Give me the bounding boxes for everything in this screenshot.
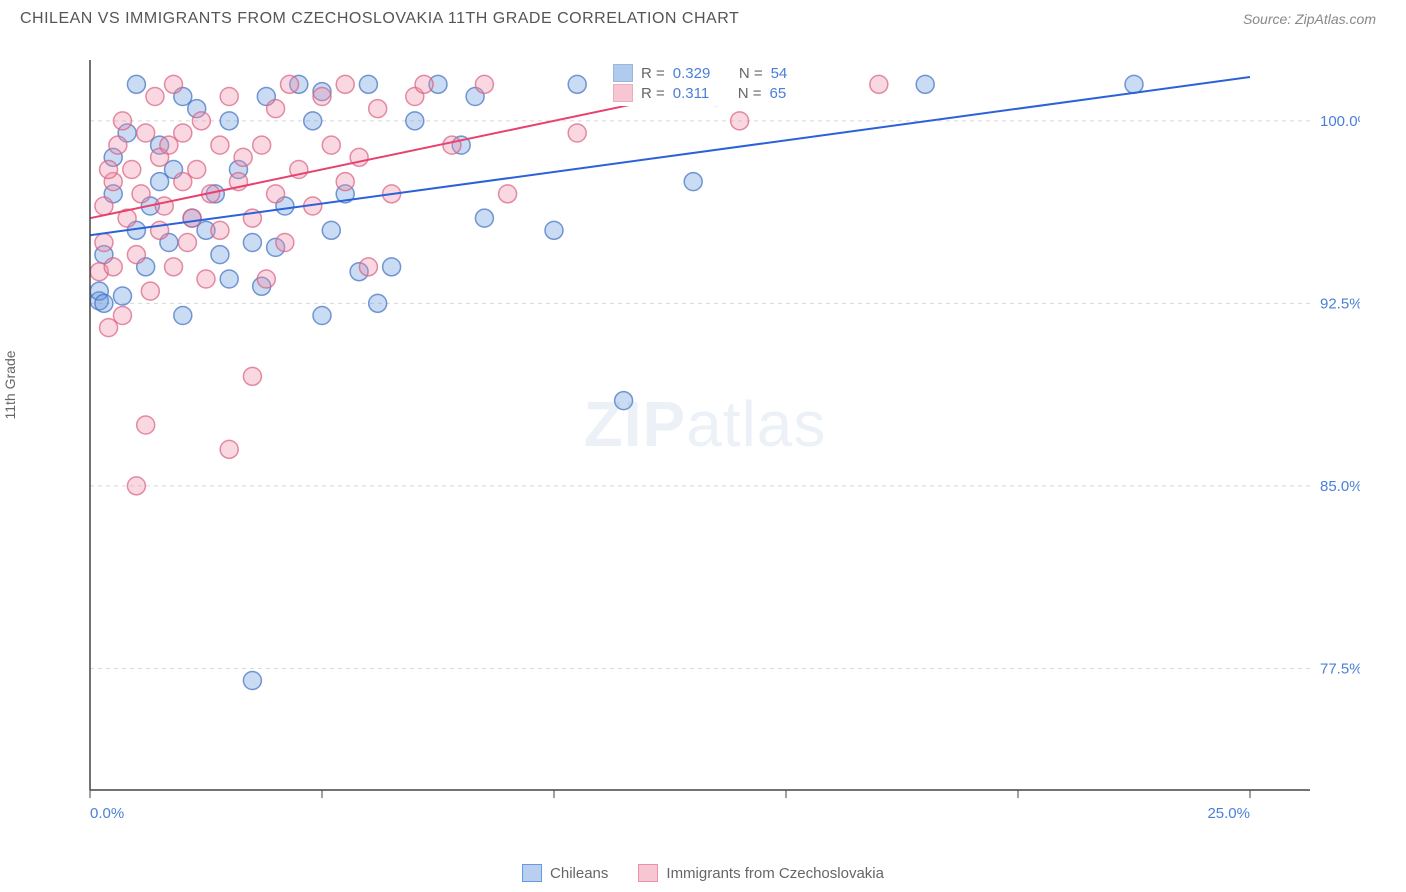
header: CHILEAN VS IMMIGRANTS FROM CZECHOSLOVAKI… [0, 0, 1406, 38]
svg-text:0.0%: 0.0% [90, 805, 124, 822]
correlation-row: R = 0.311 N = 65 [613, 84, 787, 102]
svg-text:77.5%: 77.5% [1320, 660, 1360, 677]
scatter-chart: 77.5% 85.0% 92.5% 100.0% 0.0% 25.0% [50, 50, 1360, 830]
svg-text:92.5%: 92.5% [1320, 295, 1360, 312]
legend-label: Immigrants from Czechoslovakia [666, 865, 884, 882]
series-swatch [613, 64, 633, 82]
chart-title: CHILEAN VS IMMIGRANTS FROM CZECHOSLOVAKI… [20, 10, 739, 28]
source-label: Source: ZipAtlas.com [1243, 11, 1376, 27]
legend-swatch [638, 864, 658, 882]
svg-text:85.0%: 85.0% [1320, 478, 1360, 495]
svg-text:100.0%: 100.0% [1320, 113, 1360, 130]
legend-label: Chileans [550, 865, 608, 882]
series-legend: Chileans Immigrants from Czechoslovakia [522, 864, 884, 882]
chart-container: 77.5%85.0%92.5%100.0%0.0%25.0% ZIPatlas … [50, 50, 1360, 830]
legend-item: Immigrants from Czechoslovakia [638, 864, 884, 882]
series-swatch [613, 84, 633, 102]
legend-swatch [522, 864, 542, 882]
y-axis-label: 11th Grade [2, 350, 18, 419]
legend-item: Chileans [522, 864, 608, 882]
correlation-legend: R = 0.329 N = 54 R = 0.311 N = 65 [605, 60, 795, 106]
svg-text:25.0%: 25.0% [1207, 805, 1250, 822]
correlation-row: R = 0.329 N = 54 [613, 64, 787, 82]
